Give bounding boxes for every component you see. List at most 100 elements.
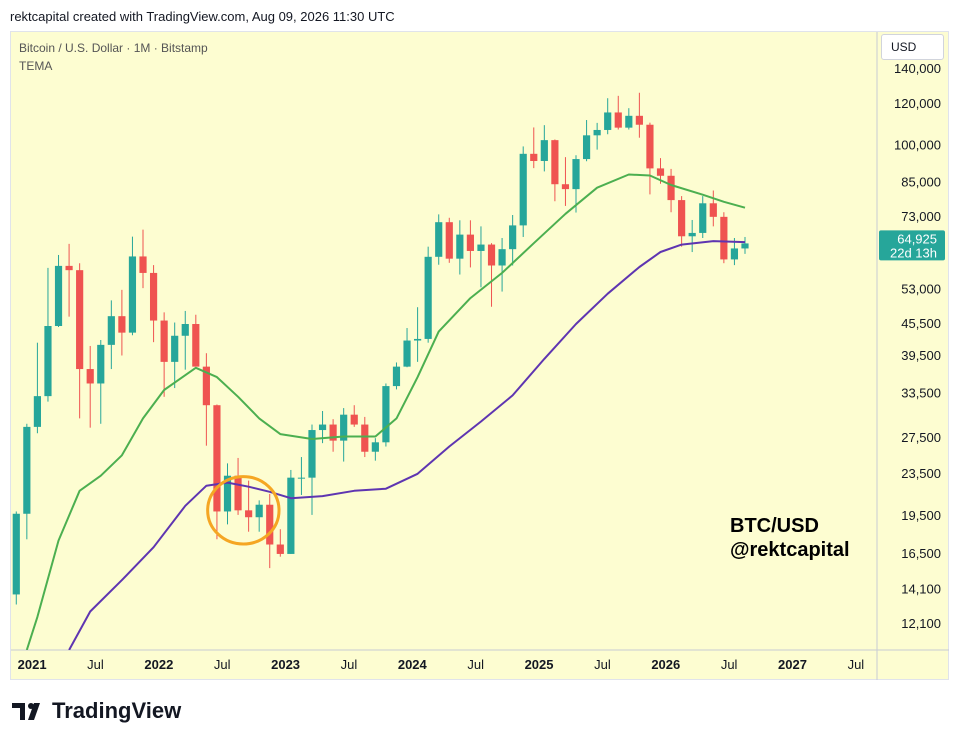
candle-down [635,115,643,125]
time-tick-label: Jul [467,657,484,672]
candle-down [530,153,538,161]
candle-down [487,244,496,266]
price-tick-label: 73,000 [901,209,941,224]
tradingview-logo-text: TradingView [52,698,182,723]
time-tick-label: Jul [721,657,738,672]
watermark-author: @rektcapital [730,539,850,561]
price-tick-label: 12,100 [901,616,941,631]
candle-down [329,424,337,441]
tradingview-logo-icon [12,703,40,720]
candle-up [509,225,517,250]
candle-down [646,124,654,169]
time-tick-label: 2024 [398,657,428,672]
candle-up [181,324,189,336]
candle-up [223,475,232,512]
candle-up [371,442,379,452]
candle-up [33,396,41,427]
price-tick-label: 16,500 [901,546,941,561]
time-tick-label: Jul [214,657,231,672]
candle-down [118,316,126,333]
candle-down [361,424,369,452]
candle-up [519,153,527,226]
candle-up [741,243,749,249]
bar-countdown-label: 22d 13h [890,245,937,260]
indicator-legend[interactable]: TEMA [19,59,53,73]
candle-down [192,324,200,367]
time-tick-label: Jul [594,657,611,672]
candle-down [76,270,84,370]
candle-up [403,340,411,367]
candle-up [730,248,739,260]
candle-up [688,232,696,237]
price-tick-label: 120,000 [894,96,941,111]
price-tick-label: 33,500 [901,385,941,400]
candle-up [297,477,306,479]
time-tick-label: Jul [341,657,358,672]
candle-up [44,326,52,397]
candle-up [424,256,432,339]
candle-up [572,159,580,190]
candle-up [435,222,443,257]
candle-down [213,405,221,512]
candle-up [54,265,63,327]
tema-line-fast [25,173,746,650]
highlight-circle [206,475,281,546]
tradingview-logo[interactable]: TradingView [12,698,181,724]
candle-up [414,338,422,341]
candle-down [551,140,559,185]
candle-up [340,414,348,441]
candle-up [498,249,506,266]
tema-line-slow [68,240,746,650]
candle-up [287,477,295,554]
candle-down [709,203,717,217]
chart-credit: rektcapital created with TradingView.com… [10,9,395,24]
candle-up [12,513,20,595]
time-tick-label: 2026 [651,657,680,672]
candle-up [699,203,707,233]
time-tick-label: 2023 [271,657,300,672]
candle-down [234,475,242,511]
symbol-legend[interactable]: Bitcoin / U.S. Dollar · 1M · Bitstamp [19,41,208,55]
candle-down [245,510,253,518]
candle-down [276,544,284,554]
candle-down [86,369,94,384]
candle-up [456,234,464,259]
candle-up [392,366,401,387]
candle-down [160,320,168,362]
price-tick-label: 27,500 [901,430,941,445]
candle-down [466,234,474,251]
currency-button[interactable]: USD [881,34,944,60]
candle-down [614,112,622,128]
watermark: BTC/USD @rektcapital [730,514,850,562]
time-tick-label: Jul [87,657,104,672]
last-price-badge [879,230,945,261]
candle-down [678,200,686,237]
candle-up [604,112,612,130]
price-tick-label: 100,000 [894,138,941,153]
candle-up [97,344,105,384]
candle-up [382,386,390,443]
price-tick-label: 53,000 [901,281,941,296]
price-tick-label: 14,100 [901,582,941,597]
price-tick-label: 85,000 [901,174,941,189]
time-tick-label: 2025 [525,657,554,672]
time-tick-label: Jul [848,657,865,672]
candle-up [582,135,591,160]
price-tick-label: 45,500 [901,316,941,331]
candle-up [23,426,31,514]
candle-up [318,424,327,431]
candle-up [477,244,485,251]
candle-up [255,504,263,518]
candle-down [667,175,675,201]
price-tick-label: 19,500 [901,508,941,523]
watermark-symbol: BTC/USD [730,515,819,537]
candle-down [266,504,274,545]
candle-down [720,216,728,260]
candle-down [445,222,453,259]
last-price-label: 64,925 [897,231,937,246]
candle-down [202,366,210,406]
candle-down [561,184,570,190]
candle-up [593,129,601,136]
candle-up [171,335,179,362]
